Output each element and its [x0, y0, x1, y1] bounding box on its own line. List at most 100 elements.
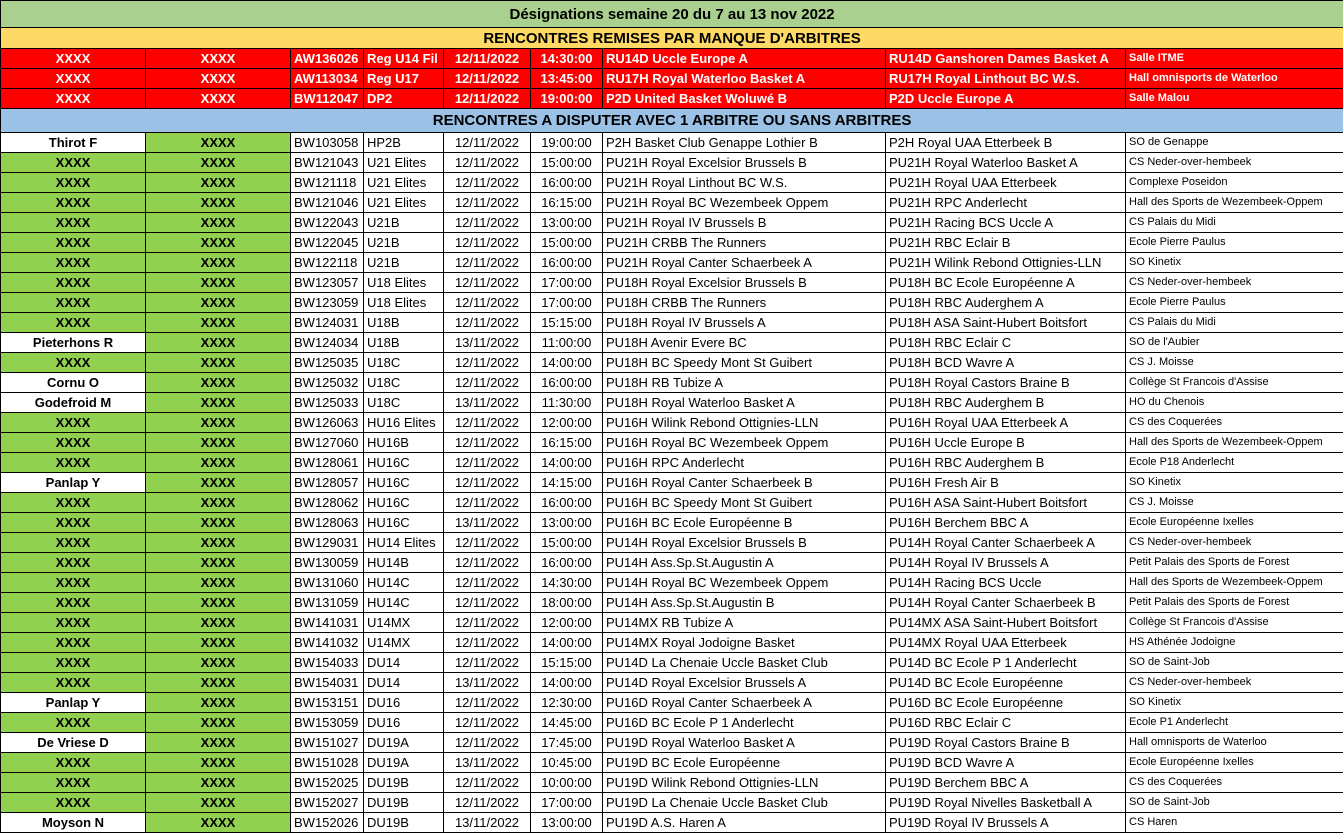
venue-cell[interactable]: HO du Chenois — [1124, 392, 1343, 413]
date-cell[interactable]: 12/11/2022 — [443, 48, 531, 69]
match-code-cell[interactable]: BW128062 — [290, 492, 364, 513]
referee-1-cell[interactable]: XXXX — [0, 312, 146, 333]
away-team-cell[interactable]: PU16H Royal UAA Etterbeek A — [885, 412, 1126, 433]
time-cell[interactable]: 17:00:00 — [530, 792, 603, 813]
time-cell[interactable]: 14:00:00 — [530, 672, 603, 693]
referee-2-cell[interactable]: XXXX — [145, 532, 291, 553]
home-team-cell[interactable]: P2H Basket Club Genappe Lothier B — [602, 132, 886, 153]
match-code-cell[interactable]: BW151028 — [290, 752, 364, 773]
match-code-cell[interactable]: BW125035 — [290, 352, 364, 373]
date-cell[interactable]: 12/11/2022 — [443, 272, 531, 293]
time-cell[interactable]: 16:00:00 — [530, 172, 603, 193]
date-cell[interactable]: 12/11/2022 — [443, 372, 531, 393]
match-code-cell[interactable]: BW152027 — [290, 792, 364, 813]
venue-cell[interactable]: SO de Genappe — [1124, 132, 1343, 153]
away-team-cell[interactable]: PU16H Uccle Europe B — [885, 432, 1126, 453]
referee-1-cell[interactable]: Thirot F — [0, 132, 146, 153]
referee-1-cell[interactable]: XXXX — [0, 572, 146, 593]
home-team-cell[interactable]: PU14D Royal Excelsior Brussels A — [602, 672, 886, 693]
time-cell[interactable]: 10:00:00 — [530, 772, 603, 793]
match-code-cell[interactable]: BW124031 — [290, 312, 364, 333]
time-cell[interactable]: 14:15:00 — [530, 472, 603, 493]
match-code-cell[interactable]: BW126063 — [290, 412, 364, 433]
time-cell[interactable]: 13:00:00 — [530, 212, 603, 233]
category-cell[interactable]: HU16C — [363, 512, 444, 533]
category-cell[interactable]: U18C — [363, 372, 444, 393]
match-code-cell[interactable]: BW128063 — [290, 512, 364, 533]
referee-2-cell[interactable]: XXXX — [145, 652, 291, 673]
category-cell[interactable]: HU14B — [363, 552, 444, 573]
referee-2-cell[interactable]: XXXX — [145, 152, 291, 173]
referee-2-cell[interactable]: XXXX — [145, 572, 291, 593]
referee-2-cell[interactable]: XXXX — [145, 312, 291, 333]
match-code-cell[interactable]: AW113034 — [290, 68, 364, 89]
referee-1-cell[interactable]: Godefroid M — [0, 392, 146, 413]
venue-cell[interactable]: HS Athénée Jodoigne — [1124, 632, 1343, 653]
referee-2-cell[interactable]: XXXX — [145, 352, 291, 373]
referee-2-cell[interactable]: XXXX — [145, 432, 291, 453]
date-cell[interactable]: 13/11/2022 — [443, 812, 531, 833]
referee-1-cell[interactable]: XXXX — [0, 772, 146, 793]
category-cell[interactable]: DU19A — [363, 752, 444, 773]
match-code-cell[interactable]: BW141031 — [290, 612, 364, 633]
time-cell[interactable]: 14:30:00 — [530, 48, 603, 69]
time-cell[interactable]: 13:00:00 — [530, 812, 603, 833]
date-cell[interactable]: 12/11/2022 — [443, 492, 531, 513]
home-team-cell[interactable]: PU16D Royal Canter Schaerbeek A — [602, 692, 886, 713]
referee-1-cell[interactable]: XXXX — [0, 652, 146, 673]
away-team-cell[interactable]: PU19D BCD Wavre A — [885, 752, 1126, 773]
venue-cell[interactable]: Petit Palais des Sports de Forest — [1124, 552, 1343, 573]
home-team-cell[interactable]: PU14H Ass.Sp.St.Augustin B — [602, 592, 886, 613]
category-cell[interactable]: U21B — [363, 232, 444, 253]
home-team-cell[interactable]: PU21H Royal IV Brussels B — [602, 212, 886, 233]
away-team-cell[interactable]: PU16H RBC Auderghem B — [885, 452, 1126, 473]
category-cell[interactable]: DU19A — [363, 732, 444, 753]
time-cell[interactable]: 13:45:00 — [530, 68, 603, 89]
match-code-cell[interactable]: BW122118 — [290, 252, 364, 273]
referee-2-cell[interactable]: XXXX — [145, 48, 291, 69]
referee-2-cell[interactable]: XXXX — [145, 672, 291, 693]
home-team-cell[interactable]: PU21H Royal Linthout BC W.S. — [602, 172, 886, 193]
away-team-cell[interactable]: PU19D Royal Nivelles Basketball A — [885, 792, 1126, 813]
venue-cell[interactable]: Collège St Francois d'Assise — [1124, 372, 1343, 393]
date-cell[interactable]: 12/11/2022 — [443, 532, 531, 553]
date-cell[interactable]: 13/11/2022 — [443, 512, 531, 533]
match-code-cell[interactable]: BW128061 — [290, 452, 364, 473]
referee-2-cell[interactable]: XXXX — [145, 692, 291, 713]
venue-cell[interactable]: Hall omnisports de Waterloo — [1124, 732, 1343, 753]
referee-2-cell[interactable]: XXXX — [145, 68, 291, 89]
time-cell[interactable]: 12:30:00 — [530, 692, 603, 713]
referee-1-cell[interactable]: XXXX — [0, 412, 146, 433]
referee-1-cell[interactable]: XXXX — [0, 88, 146, 109]
home-team-cell[interactable]: PU14H Ass.Sp.St.Augustin A — [602, 552, 886, 573]
referee-2-cell[interactable]: XXXX — [145, 772, 291, 793]
referee-1-cell[interactable]: XXXX — [0, 152, 146, 173]
time-cell[interactable]: 16:00:00 — [530, 552, 603, 573]
category-cell[interactable]: HU16C — [363, 472, 444, 493]
time-cell[interactable]: 14:30:00 — [530, 572, 603, 593]
referee-1-cell[interactable]: XXXX — [0, 48, 146, 69]
time-cell[interactable]: 12:00:00 — [530, 412, 603, 433]
referee-2-cell[interactable]: XXXX — [145, 192, 291, 213]
match-code-cell[interactable]: BW122045 — [290, 232, 364, 253]
venue-cell[interactable]: Ecole P1 Anderlecht — [1124, 712, 1343, 733]
home-team-cell[interactable]: PU18H Royal IV Brussels A — [602, 312, 886, 333]
home-team-cell[interactable]: PU19D BC Ecole Européenne — [602, 752, 886, 773]
date-cell[interactable]: 12/11/2022 — [443, 632, 531, 653]
category-cell[interactable]: U18B — [363, 312, 444, 333]
venue-cell[interactable]: SO de Saint-Job — [1124, 652, 1343, 673]
category-cell[interactable]: HU16B — [363, 432, 444, 453]
away-team-cell[interactable]: PU21H Wilink Rebond Ottignies-LLN — [885, 252, 1126, 273]
venue-cell[interactable]: SO de Saint-Job — [1124, 792, 1343, 813]
home-team-cell[interactable]: RU14D Uccle Europe A — [602, 48, 886, 69]
match-code-cell[interactable]: BW127060 — [290, 432, 364, 453]
category-cell[interactable]: DP2 — [363, 88, 444, 109]
home-team-cell[interactable]: PU21H Royal Excelsior Brussels B — [602, 152, 886, 173]
referee-1-cell[interactable]: Panlap Y — [0, 692, 146, 713]
referee-1-cell[interactable]: XXXX — [0, 592, 146, 613]
category-cell[interactable]: U14MX — [363, 612, 444, 633]
away-team-cell[interactable]: PU14D BC Ecole P 1 Anderlecht — [885, 652, 1126, 673]
time-cell[interactable]: 19:00:00 — [530, 88, 603, 109]
match-code-cell[interactable]: BW153059 — [290, 712, 364, 733]
home-team-cell[interactable]: RU17H Royal Waterloo Basket A — [602, 68, 886, 89]
